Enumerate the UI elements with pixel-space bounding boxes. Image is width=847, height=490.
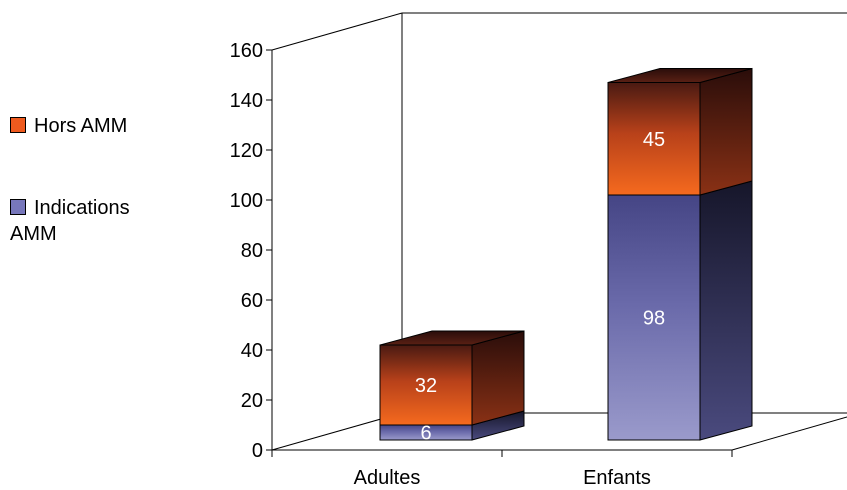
legend-swatch-indications-amm [10,199,26,215]
x-tick-label: Adultes [354,467,421,489]
data-label: 32 [415,375,437,397]
bar-segment: 98 [607,180,753,441]
legend-item-indications-amm: Indications AMM [10,195,180,247]
y-tick-label: 100 [230,190,263,212]
y-tick-label: 20 [241,390,263,412]
floor-right-edge [731,416,847,451]
bar-segment: 32 [379,330,525,426]
y-axis-ticks: 0 20 40 60 80 100 120 140 160 [230,40,272,462]
y-tick-label: 120 [230,140,263,162]
bar-segment: 45 [607,67,753,196]
bar-side-face [699,67,753,196]
bar-group: 6 32 98 45 [379,67,753,445]
legend-item-hors-amm: Hors AMM [10,113,127,139]
chart-frame [271,12,847,451]
y-tick-label: 40 [241,340,263,362]
wall-top-left-edge [271,12,403,51]
bar-side-face [471,330,525,426]
data-label: 6 [420,423,431,445]
bar-top-face [607,68,753,83]
legend-swatch-hors-amm [10,117,26,133]
legend-label-hors-amm: Hors AMM [34,115,128,137]
bar-side-face [699,180,753,441]
y-tick-label: 60 [241,290,263,312]
y-tick-label: 140 [230,90,263,112]
x-tick-label: Enfants [583,467,651,489]
legend-label-indications-amm: Indications AMM [10,197,130,245]
bar-segment: 6 [379,410,525,445]
data-label: 45 [643,129,665,151]
bar-top-face [379,330,525,346]
y-tick-label: 0 [252,440,263,462]
y-tick-label: 160 [230,40,263,62]
data-label: 98 [643,308,665,330]
x-axis-ticks: Adultes Enfants [271,450,733,489]
y-tick-label: 80 [241,240,263,262]
